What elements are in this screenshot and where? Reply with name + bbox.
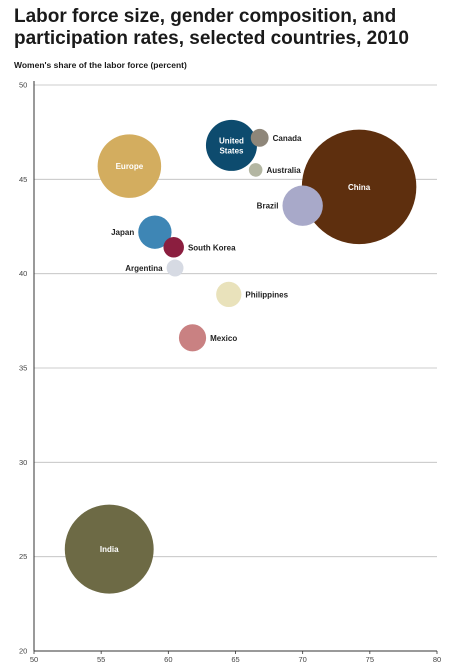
bubble-label-japan: Japan [111,228,134,237]
y-tick-20: 20 [19,647,27,656]
x-tick-80: 80 [433,655,441,664]
bubble-australia[interactable] [248,163,263,177]
bubble-united-states[interactable] [205,119,257,171]
y-tick-45: 45 [19,175,27,184]
x-tick-50: 50 [30,655,38,664]
y-tick-30: 30 [19,458,27,467]
bubble-labels: China India Europe United States Brazil Japan M… [100,134,371,554]
bubble-label-canada: Canada [273,134,302,143]
x-tick-75: 75 [366,655,374,664]
y-tick-25: 25 [19,552,27,561]
bubble-brazil[interactable] [282,185,323,226]
chart-title: Labor force size, gender composition, an… [14,6,409,49]
x-tick-60: 60 [164,655,172,664]
bubble-label-united-states: United States [219,136,244,155]
bubble-china[interactable] [301,129,417,245]
bubble-europe[interactable] [97,134,162,198]
bubble-label-argentina: Argentina [125,264,163,273]
y-tick-50: 50 [19,81,27,90]
bubble-mexico[interactable] [178,324,207,352]
x-tick-70: 70 [298,655,306,664]
bubble-argentina[interactable] [166,259,184,277]
y-tick-35: 35 [19,364,27,373]
y-axis-label: Women's share of the labor force (percen… [14,60,187,70]
bubble-canada[interactable] [250,128,269,147]
bubble-india[interactable] [64,504,154,594]
bubble-label-australia: Australia [266,166,301,175]
bubble-label-mexico: Mexico [210,334,237,343]
bubble-label-europe: Europe [116,162,144,171]
y-tick-40: 40 [19,269,27,278]
bubble-label-south-korea: South Korea [188,243,236,252]
bubbles [64,119,417,594]
x-tick-55: 55 [97,655,105,664]
bubble-philippines[interactable] [216,281,242,308]
bubble-label-china: China [348,183,371,192]
bubble-label-philippines: Philippines [245,290,288,299]
bubble-label-brazil: Brazil [257,202,279,211]
axes: 20 25 30 35 40 45 50 50 55 60 65 70 75 80 [19,81,441,665]
bubble-south-korea[interactable] [163,237,184,258]
x-tick-65: 65 [231,655,239,664]
bubble-label-india: India [100,545,119,554]
bubble-japan[interactable] [138,215,172,249]
